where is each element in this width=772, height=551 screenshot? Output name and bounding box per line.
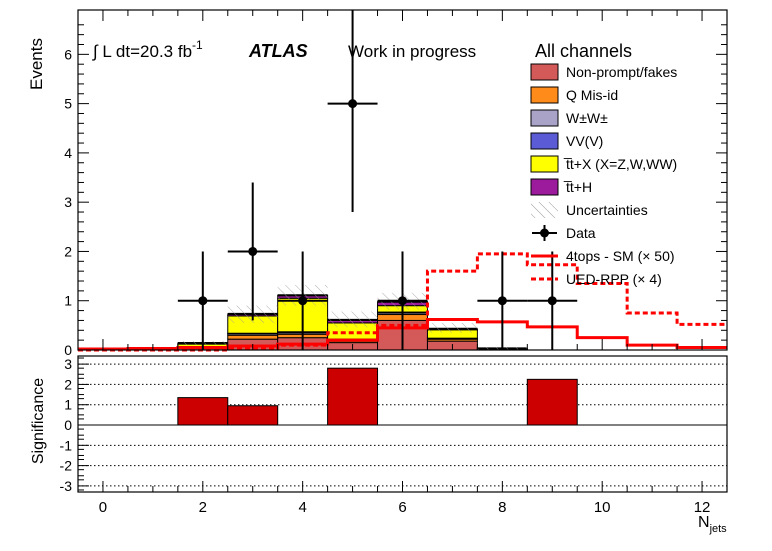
signal-line (78, 252, 727, 352)
data-point (198, 296, 208, 306)
y-tick-label: 1 (64, 293, 72, 309)
significance-bars (177, 367, 578, 426)
stack-bar (227, 334, 279, 340)
y-tick-label: 4 (64, 145, 72, 161)
y-tick-label: -2 (60, 458, 73, 474)
legend-swatch (530, 132, 559, 150)
y-tick-label: 5 (64, 96, 72, 112)
significance-bar (177, 397, 229, 426)
legend-label: Non-prompt/fakes (566, 64, 677, 80)
channel-label: All channels (535, 41, 632, 61)
legend-label: t̅t+X (X=Z,W,WW) (563, 156, 677, 172)
y-tick-label: 2 (64, 243, 72, 259)
data-point (348, 99, 358, 109)
uncertainty-band (327, 311, 378, 328)
legend-label: UED-RPP (× 4) (566, 271, 662, 287)
x-tick-label: 2 (199, 499, 207, 516)
legend-label: Q Mis-id (566, 87, 618, 103)
legend-label: Data (566, 225, 596, 241)
significance-y-axis-label: Significance (30, 378, 47, 464)
status-label: Work in progress (348, 42, 476, 61)
x-tick-label: 8 (498, 499, 506, 516)
legend-swatch (530, 109, 559, 127)
data-point (497, 296, 507, 306)
legend-swatch (530, 63, 559, 81)
luminosity-label: ∫ L dt=20.3 fb-1 (92, 38, 203, 61)
y-tick-label: 0 (64, 342, 72, 358)
legend-swatch-uncertainty (531, 202, 558, 218)
legend-label: W±W± (566, 110, 608, 126)
y-tick-label: -3 (60, 478, 73, 494)
significance-bar (327, 367, 379, 426)
legend-label: VV(V) (566, 133, 603, 149)
significance-plot-frame (77, 355, 728, 493)
plot-header: ∫ L dt=20.3 fb-1 ATLAS Work in progress … (92, 38, 632, 61)
main-y-axis-label: Events (27, 38, 46, 90)
x-tick-label: 4 (298, 499, 306, 516)
legend-label: 4tops - SM (× 50) (566, 248, 675, 264)
main-panel: 0 1 2 3 4 5 6 Events (27, 9, 728, 358)
data-points (177, 10, 578, 350)
legend: Non-prompt/fakes Q Mis-id W±W± VV(V) t̅t+X (… (530, 63, 677, 287)
data-point (298, 296, 308, 306)
y-tick-label: 3 (64, 356, 72, 372)
y-tick-label: -1 (60, 437, 73, 453)
x-axis-label: Njets (698, 514, 727, 535)
y-tick-label: 3 (64, 194, 72, 210)
legend-swatch (530, 178, 559, 196)
uncertainty-band (427, 322, 478, 333)
legend-data-marker (540, 228, 549, 238)
legend-label: t̅t+H (563, 179, 592, 195)
main-axis-ticks: 0 1 2 3 4 5 6 (64, 10, 728, 358)
legend-swatch (530, 86, 559, 104)
data-point (248, 246, 258, 256)
y-tick-label: 2 (64, 376, 72, 392)
data-point (398, 296, 407, 306)
significance-bar (227, 405, 279, 426)
y-tick-label: 1 (64, 397, 72, 413)
data-point (547, 296, 557, 306)
x-tick-label: 0 (99, 499, 107, 516)
significance-grid (78, 363, 727, 487)
legend-swatch (530, 155, 559, 173)
x-tick-label: 12 (694, 499, 711, 516)
legend-label: Uncertainties (566, 202, 648, 218)
y-tick-label: 6 (64, 46, 72, 62)
y-tick-label: 0 (64, 417, 72, 433)
x-tick-label: 10 (594, 499, 611, 516)
significance-bar (526, 378, 578, 426)
x-tick-label: 6 (398, 499, 406, 516)
atlas-label: ATLAS (248, 41, 308, 61)
